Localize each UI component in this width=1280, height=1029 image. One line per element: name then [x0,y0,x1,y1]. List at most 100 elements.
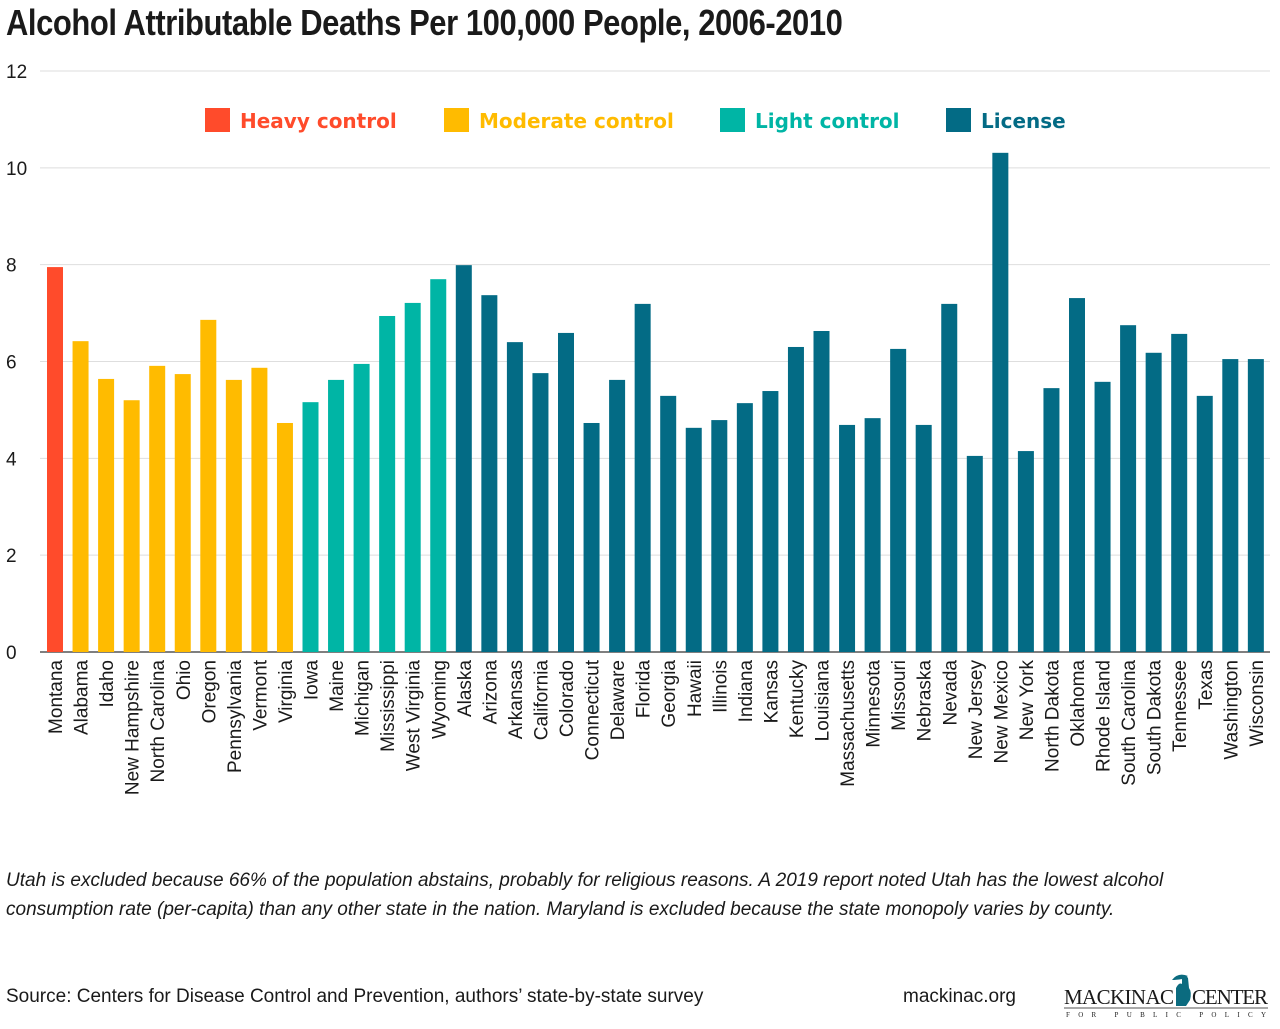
chart-title: Alcohol Attributable Deaths Per 100,000 … [6,2,843,43]
bar [200,319,217,652]
x-tick-label: Massachusetts [838,660,859,787]
x-tick-label: Georgia [659,660,680,728]
bar [98,378,115,652]
bar [1145,352,1162,652]
bar [966,455,983,652]
x-tick-label: Illinois [710,660,731,713]
bar [123,400,140,652]
x-tick-label: Missouri [889,660,910,731]
bar [813,330,830,652]
x-tick-label: Nevada [940,660,961,726]
x-tick-label: Colorado [557,660,578,737]
x-tick-label: Rhode Island [1094,660,1115,772]
bar [379,315,396,652]
y-tick-label: 10 [6,159,27,180]
bar [1017,451,1034,652]
bar [225,379,242,652]
bar [890,348,907,652]
x-tick-label: Indiana [736,660,757,723]
x-tick-label: Pennsylvania [225,660,246,773]
x-tick-label: Oregon [199,660,220,723]
x-tick-label: Virginia [276,660,297,723]
x-tick-label: North Dakota [1042,660,1063,772]
bar-chart: 0 2 4 6 8 10 12 Heavy control Moderate control Li… [6,62,1270,795]
bar [941,303,958,652]
y-tick-label: 0 [6,643,17,664]
x-tick-label: Montana [46,660,67,734]
bar [660,395,677,652]
x-tick-label: Alaska [455,660,476,717]
x-tick-label: Wyoming [429,660,450,739]
bar [762,391,779,652]
bar [1222,359,1239,652]
y-tick-label: 6 [6,353,17,374]
bar [583,422,600,652]
legend-label: Heavy control [240,109,397,133]
bar [787,346,804,652]
legend-swatch [946,108,971,132]
x-tick-label: Nebraska [915,660,936,742]
x-tick-label: New Hampshire [123,660,144,795]
x-tick-label: Iowa [302,660,323,701]
x-tick-label: Kentucky [787,660,808,739]
bar [1069,298,1085,652]
legend-swatch [720,108,745,132]
x-tick-label: Connecticut [583,659,604,760]
bar [1043,388,1060,652]
bar [455,265,472,652]
x-tick-label: Ohio [174,660,195,700]
bar [634,303,651,652]
x-tick-label: Arizona [480,660,501,725]
y-tick-label: 2 [6,546,17,567]
x-tick-label: Oklahoma [1068,660,1089,747]
bar [839,424,856,652]
bar [47,267,63,652]
bar [251,367,268,652]
y-tick-label: 8 [6,256,17,277]
bar [685,427,702,652]
x-tick-label: Idaho [97,660,118,708]
legend-swatch [205,108,230,132]
bar [1196,395,1213,652]
legend-label: License [981,109,1066,133]
x-tick-label: Wisconsin [1247,660,1268,747]
x-tick-label: California [531,660,552,741]
x-tick-label: Alabama [72,660,93,735]
y-tick-label: 12 [6,62,27,83]
footnote: Utah is excluded because 66% of the popu… [6,870,1164,920]
x-tick-label: Arkansas [506,660,527,739]
legend-label: Light control [755,109,900,133]
bar [506,342,523,652]
bar [558,332,574,652]
bar [609,379,626,652]
bar [1247,359,1264,652]
svg-text:MACKINAC: MACKINAC [1064,985,1174,1009]
x-tick-label: Michigan [353,660,374,736]
x-tick-label: Texas [1196,660,1217,710]
x-tick-label: South Dakota [1145,660,1166,776]
x-tick-label: Vermont [250,659,271,730]
x-tick-label: New York [1017,660,1038,741]
website-link[interactable]: mackinac.org [903,986,1016,1007]
x-tick-label: Hawaii [685,660,706,717]
x-tick-label: Delaware [608,660,629,740]
x-tick-label: Minnesota [864,660,885,748]
bar [1120,325,1137,652]
bar [481,295,498,652]
bar [1171,333,1188,652]
bar [72,341,89,652]
x-tick-label: North Carolina [148,660,169,783]
x-tick-label: New Jersey [966,660,987,760]
bar [149,365,166,652]
legend-label: Moderate control [479,109,674,133]
svg-text:CENTER: CENTER [1192,985,1268,1009]
source-text: Source: Centers for Disease Control and … [6,986,704,1007]
x-tick-label: West Virginia [404,660,425,772]
x-tick-label: New Mexico [991,660,1012,763]
bar [736,403,753,652]
x-tick-label: Louisiana [813,660,834,742]
x-tick-label: Mississippi [378,660,399,752]
x-tick-label: Tennessee [1170,660,1191,752]
bar [174,374,191,652]
x-tick-label: Washington [1221,660,1242,760]
